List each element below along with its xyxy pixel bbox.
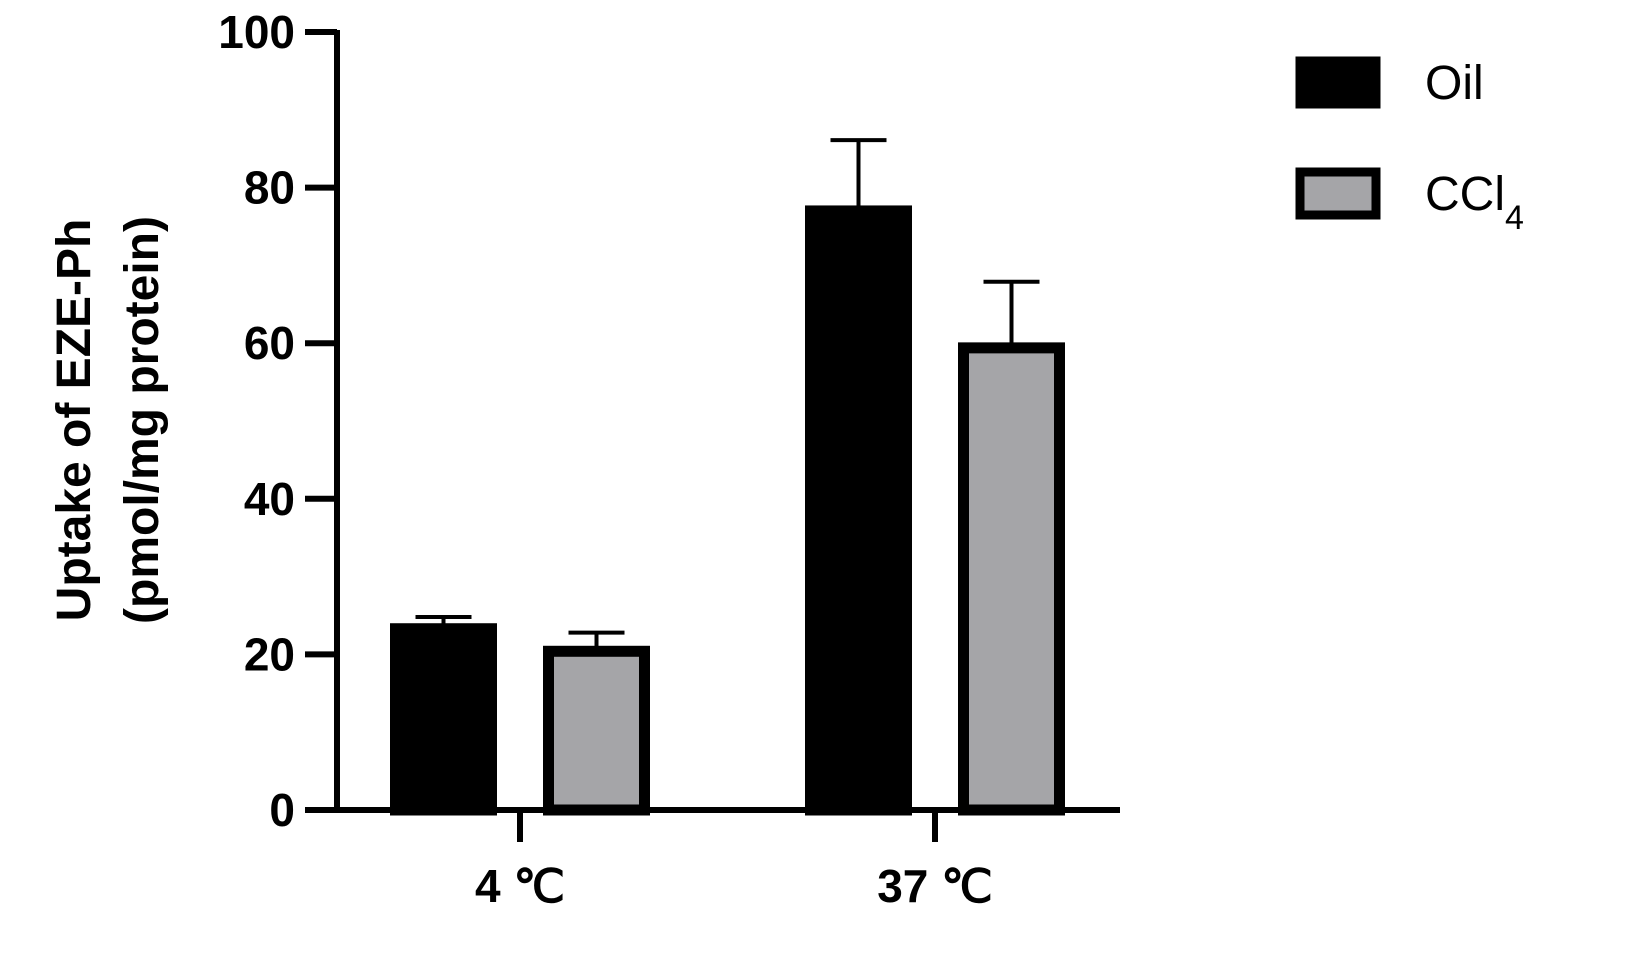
- legend-label-oil: Oil: [1425, 57, 1484, 110]
- legend-swatch-oil: [1295, 56, 1381, 109]
- y-tick-label: 40: [244, 473, 295, 525]
- legend: Oil CCl4: [1295, 56, 1524, 237]
- bar-ccl4-0: [543, 645, 650, 816]
- legend-label-ccl4: CCl4: [1425, 168, 1524, 237]
- y-tick-label: 100: [218, 6, 295, 58]
- y-tick-label: 20: [244, 628, 295, 680]
- y-tick-label: 60: [244, 317, 295, 369]
- bar-oil-1: [805, 205, 912, 816]
- y-axis-label: (pmol/mg protein): [116, 216, 169, 624]
- y-tick-label: 80: [244, 162, 295, 214]
- bar-oil-0: [390, 623, 497, 816]
- error-bars: [415, 138, 1040, 652]
- x-tick-label: 4 ℃: [475, 860, 565, 912]
- y-tick-label: 0: [269, 784, 295, 836]
- bar-ccl4-1: [958, 342, 1065, 816]
- y-axis-label: Uptake of EZE-Ph: [48, 219, 101, 622]
- legend-swatch-ccl4: [1295, 167, 1381, 220]
- labels: 0 20 40 60 80 100 4 ℃ 37 ℃ Uptake of EZE-Ph (pmol…: [48, 6, 993, 912]
- bars: [390, 205, 1065, 816]
- x-tick-label: 37 ℃: [877, 860, 993, 912]
